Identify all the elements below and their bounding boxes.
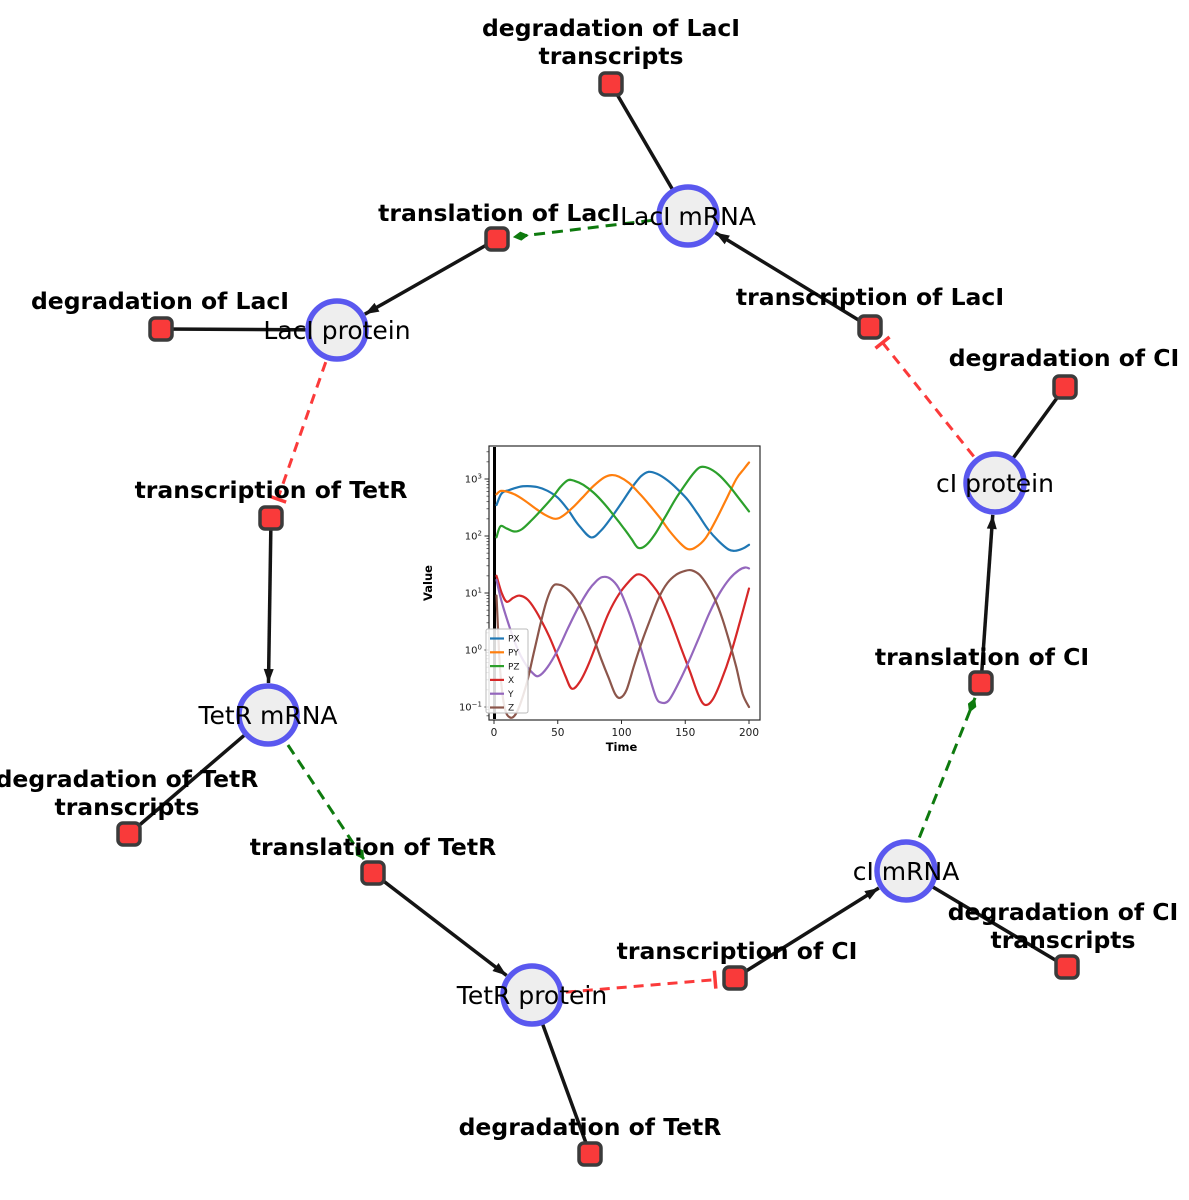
legend-label-PX: PX xyxy=(508,635,520,645)
reaction-node-degradation-of-laci-transcripts xyxy=(598,71,624,97)
edge-laci-mrna-translation-of-laci xyxy=(512,214,689,241)
plot-y-axis-label: Value xyxy=(421,565,435,601)
species-label-laci-mrna: LacI mRNA xyxy=(620,202,756,231)
edge-ci-mrna-translation-of-ci xyxy=(904,697,977,872)
species-node-ci-protein xyxy=(963,451,1027,515)
reaction-label-translation-of-laci: translation of LacI xyxy=(378,199,620,227)
plot-x-tick-label: 200 xyxy=(739,727,759,739)
reaction-node-degradation-of-ci-transcripts xyxy=(1054,954,1080,980)
plot-series-PZ xyxy=(495,465,751,550)
reaction-label-degradation-of-tetr-transcripts: degradation of TetR xyxy=(0,765,258,793)
plot-y-tick-label: 100 xyxy=(465,644,482,657)
reaction-node-degradation-of-tetr-transcripts xyxy=(116,821,142,847)
plot-x-axis-label: Time xyxy=(606,740,638,754)
legend-label-PY: PY xyxy=(508,649,519,659)
reaction-node-degradation-of-ci xyxy=(1052,374,1078,400)
plot-y-tick-label: 101 xyxy=(465,587,482,600)
species-node-laci-mrna xyxy=(656,184,720,248)
species-label-tetr-protein: TetR protein xyxy=(456,981,607,1010)
species-label-ci-protein: cI protein xyxy=(936,469,1054,498)
plot-series-X xyxy=(495,573,751,707)
edge-tetr-protein-transcription-of-ci xyxy=(531,970,718,997)
legend-label-PZ: PZ xyxy=(508,662,520,672)
plot-y-tick-label: 103 xyxy=(465,473,482,486)
reaction-node-transcription-of-tetr xyxy=(258,505,284,531)
reaction-node-degradation-of-tetr xyxy=(577,1141,603,1167)
reaction-label-degradation-of-tetr: degradation of TetR xyxy=(459,1113,722,1141)
reaction-node-transcription-of-laci xyxy=(857,314,883,340)
edge-translation-of-laci-laci-protein xyxy=(363,237,498,316)
reaction-label-degradation-of-ci: degradation of CI xyxy=(949,344,1180,372)
edge-laci-protein-transcription-of-tetr xyxy=(268,329,339,504)
reaction-nodes-layer xyxy=(116,71,1080,1167)
plot-x-tick-label: 50 xyxy=(551,727,564,739)
plot-x-tick-label: 100 xyxy=(611,727,631,739)
plot-series-Y xyxy=(495,566,751,705)
reaction-label-degradation-of-laci-transcripts: transcripts xyxy=(538,42,683,70)
edge-translation-of-tetr-tetr-protein xyxy=(371,871,508,977)
edge-ci-protein-transcription-of-laci xyxy=(874,335,997,484)
plot-legend-box xyxy=(485,628,529,714)
species-nodes-layer xyxy=(236,184,1027,1027)
edge-transcription-of-laci-laci-mrna xyxy=(714,231,871,329)
legend-label-Z: Z xyxy=(508,704,514,714)
reaction-label-transcription-of-laci: transcription of LacI xyxy=(736,283,1004,311)
edge-translation-of-ci-ci-protein xyxy=(979,514,997,684)
reaction-label-translation-of-ci: translation of CI xyxy=(875,643,1089,671)
labels-layer: degradation of LacItranscriptstranslatio… xyxy=(0,14,1179,1141)
reaction-label-degradation-of-laci-transcripts: degradation of LacI xyxy=(482,14,740,42)
reaction-label-degradation-of-laci: degradation of LacI xyxy=(31,287,289,315)
plot-series-PX xyxy=(495,470,751,552)
plot-x-tick-label: 0 xyxy=(491,727,498,739)
edge-transcription-of-tetr-tetr-mrna xyxy=(263,517,274,684)
reaction-label-degradation-of-ci-transcripts: degradation of CI xyxy=(948,898,1179,926)
reaction-node-translation-of-ci xyxy=(968,670,994,696)
edge-transcription-of-ci-ci-mrna xyxy=(734,886,880,980)
species-label-laci-protein: LacI protein xyxy=(263,316,410,345)
reaction-node-translation-of-laci xyxy=(484,226,510,252)
reaction-node-transcription-of-ci xyxy=(722,965,748,991)
reaction-label-transcription-of-tetr: transcription of TetR xyxy=(135,476,408,504)
species-node-tetr-mrna xyxy=(236,683,300,747)
legend-label-Y: Y xyxy=(507,690,514,700)
species-label-ci-mrna: cI mRNA xyxy=(853,857,960,886)
plot-y-tick-label: 10−1 xyxy=(459,701,482,714)
plot-legend: PX PY PZ XYZ xyxy=(485,628,529,714)
reaction-label-translation-of-tetr: translation of TetR xyxy=(250,833,496,861)
plot-y-tick-label: 102 xyxy=(465,530,482,543)
reaction-label-degradation-of-ci-transcripts: transcripts xyxy=(990,926,1135,954)
species-node-tetr-protein xyxy=(500,963,564,1027)
reaction-label-transcription-of-ci: transcription of CI xyxy=(617,937,858,965)
reaction-node-degradation-of-laci xyxy=(148,316,174,342)
reaction-label-degradation-of-tetr-transcripts: transcripts xyxy=(54,793,199,821)
plot-series-PY xyxy=(495,461,751,551)
species-label-tetr-mrna: TetR mRNA xyxy=(197,701,337,730)
species-node-laci-protein xyxy=(305,298,369,362)
species-node-ci-mrna xyxy=(874,839,938,903)
reaction-node-translation-of-tetr xyxy=(360,860,386,886)
legend-label-X: X xyxy=(508,676,514,686)
plot-x-tick-label: 150 xyxy=(675,727,695,739)
